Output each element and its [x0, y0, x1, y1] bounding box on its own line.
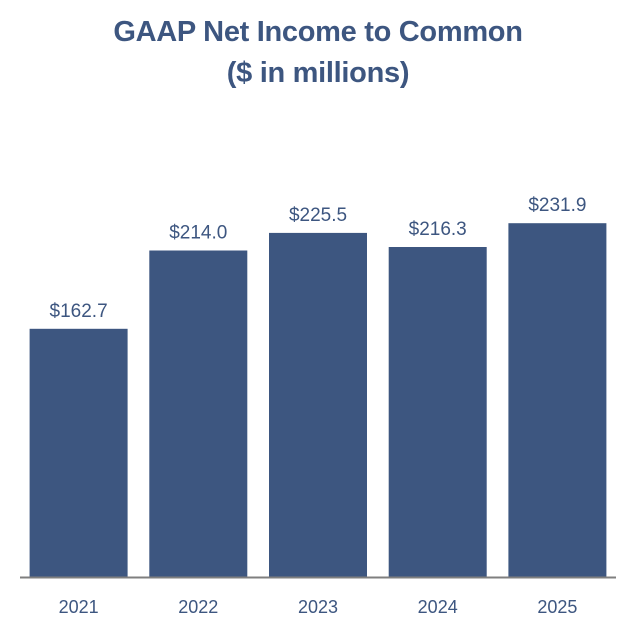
bars-group [29, 223, 607, 577]
x-tick-label-2022: 2022 [178, 597, 218, 617]
chart-subtitle: ($ in millions) [226, 57, 410, 89]
data-labels-group: $162.7 $214.0 $225.5 $216.3 $231.9 [50, 195, 587, 322]
bar-2021 [29, 328, 128, 577]
x-tick-label-2025: 2025 [537, 597, 577, 617]
bar-2024 [388, 247, 487, 577]
data-label-2023: $225.5 [289, 205, 347, 226]
data-label-2021: $162.7 [50, 301, 108, 322]
bar-2025 [508, 223, 607, 577]
data-label-2022: $214.0 [169, 223, 227, 244]
x-tick-label-2023: 2023 [298, 597, 338, 617]
x-tick-labels-group: 2021 2022 2023 2024 2025 [59, 597, 578, 617]
data-label-2024: $216.3 [409, 219, 467, 240]
x-tick-label-2024: 2024 [418, 597, 458, 617]
chart-title: GAAP Net Income to Common [113, 16, 523, 48]
bar-2023 [269, 232, 367, 577]
bar-2022 [149, 250, 248, 577]
x-tick-label-2021: 2021 [59, 597, 99, 617]
data-label-2025: $231.9 [528, 195, 586, 216]
